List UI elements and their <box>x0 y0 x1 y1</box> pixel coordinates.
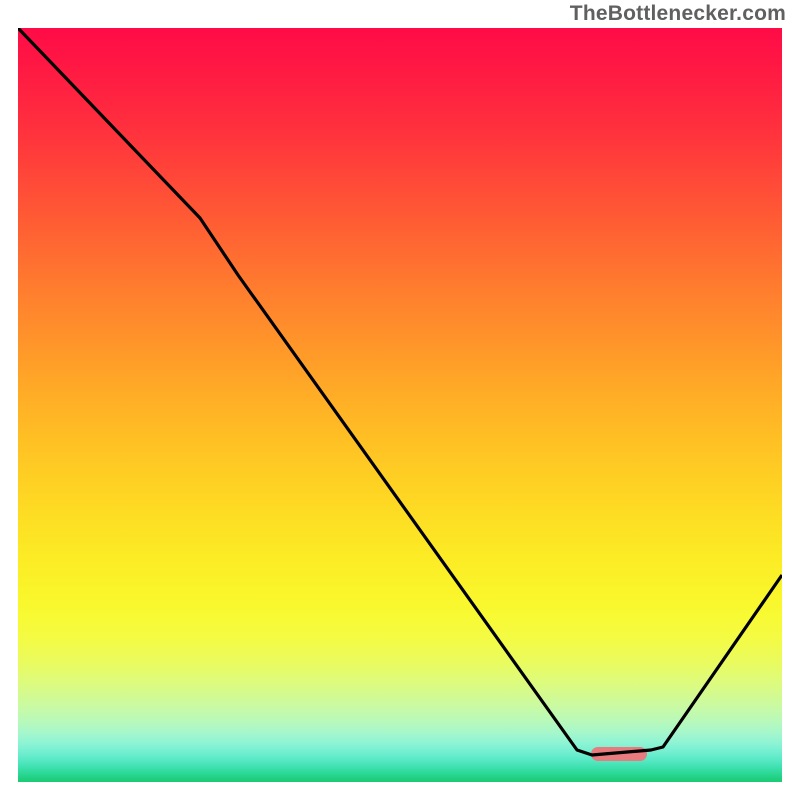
bottleneck-chart <box>18 28 782 782</box>
gradient-background <box>18 28 782 782</box>
attribution-text: TheBottlenecker.com <box>570 2 786 26</box>
figure-container: { "attribution": "TheBottlenecker.com", … <box>0 0 800 800</box>
plot-area <box>18 28 782 782</box>
